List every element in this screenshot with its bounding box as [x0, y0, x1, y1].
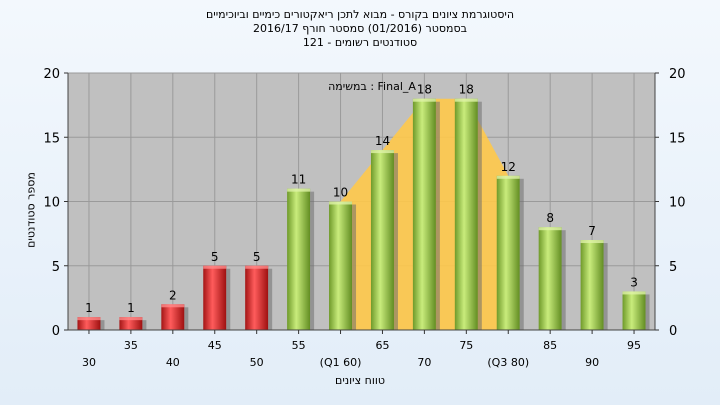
bar-shadow: [603, 243, 608, 330]
bar-top-highlight: [119, 317, 143, 321]
bar-shadow: [519, 178, 524, 330]
bar: [203, 265, 227, 330]
bar: [119, 317, 143, 330]
bar-value-label: 2: [169, 288, 177, 302]
bar-shadow: [435, 101, 440, 330]
bar-shadow: [226, 268, 231, 330]
bar: [496, 175, 520, 330]
y-tick-label-right: 0: [669, 324, 677, 339]
bar-shadow: [561, 230, 566, 330]
bar-shadow: [142, 320, 147, 330]
y-axis-right: 0 5 10 15 20: [655, 67, 686, 339]
y-axis-left: 0 5 10 15 20: [43, 67, 68, 339]
bar-top-highlight: [203, 265, 227, 269]
bar-value-label: 5: [211, 250, 219, 264]
bar-value-label: 18: [417, 83, 432, 97]
x-tick-label: 65: [375, 339, 389, 352]
y-axis-title: מספר סטודנטים: [24, 172, 38, 248]
bar-shadow: [352, 204, 357, 330]
bar-top-highlight: [161, 304, 185, 308]
x-tick-label: 55: [292, 339, 306, 352]
bar-top-highlight: [580, 240, 604, 244]
x-tick-label: 95: [627, 339, 641, 352]
bar-top-highlight: [622, 291, 646, 295]
bar: [622, 291, 646, 330]
bar: [329, 201, 353, 330]
bar-value-label: 5: [253, 250, 261, 264]
bar-value-label: 18: [459, 83, 474, 97]
bar-top-highlight: [329, 201, 353, 205]
y-tick-label-left: 0: [52, 324, 60, 339]
bar: [245, 265, 269, 330]
bar-value-label: 1: [127, 301, 135, 315]
bar: [580, 240, 604, 330]
bar-top-highlight: [412, 98, 436, 102]
bar: [412, 98, 436, 330]
x-tick-label: 40: [166, 356, 180, 369]
x-axis-title: טווח ציונים: [335, 374, 385, 387]
bar-value-label: 11: [291, 173, 306, 187]
bar-value-label: 10: [333, 186, 348, 200]
bar: [454, 98, 478, 330]
x-tick-label: 70: [417, 356, 431, 369]
bar: [538, 227, 562, 330]
bar-value-label: 3: [630, 275, 638, 289]
y-tick-label-right: 20: [669, 67, 686, 82]
y-tick-label-left: 15: [43, 131, 60, 146]
y-tick-label-right: 5: [669, 260, 677, 275]
bar-value-label: 14: [375, 134, 390, 148]
y-tick-label-right: 15: [669, 131, 686, 146]
bar-top-highlight: [287, 188, 311, 192]
bar-value-label: 1: [85, 301, 93, 315]
x-tick-label: 45: [208, 339, 222, 352]
bar-top-highlight: [496, 175, 520, 179]
bar-top-highlight: [77, 317, 101, 321]
y-tick-label-left: 20: [43, 67, 60, 82]
bar-shadow: [477, 101, 482, 330]
bar-value-label: 7: [588, 224, 596, 238]
bar-shadow: [393, 153, 398, 330]
bar-shadow: [268, 268, 273, 330]
chart-annotation: במשימה : Final_A: [328, 80, 416, 93]
bar-value-label: 8: [546, 211, 554, 225]
bar-top-highlight: [454, 98, 478, 102]
chart-subtitle-semester: בסמסטר (01/2016) סמסטר חורף 2016/17: [253, 22, 467, 35]
bar: [77, 317, 101, 330]
bar-shadow: [100, 320, 105, 330]
bar-shadow: [645, 294, 650, 330]
chart-title: היסטוגרמת ציונים בקורס - מבוא לתכן ריאקט…: [205, 8, 515, 21]
x-tick-label: 35: [124, 339, 138, 352]
bar-top-highlight: [245, 265, 269, 269]
x-tick-label: (Q3 80): [487, 356, 529, 369]
chart-title-block: היסטוגרמת ציונים בקורס - מבוא לתכן ריאקט…: [0, 8, 720, 50]
bars: [77, 98, 650, 330]
x-tick-label: (Q1 60): [320, 356, 362, 369]
bar: [370, 150, 394, 330]
bar-shadow: [310, 191, 315, 330]
x-tick-label: 90: [585, 356, 599, 369]
y-tick-label-left: 5: [52, 260, 60, 275]
x-tick-label: 75: [459, 339, 473, 352]
bar-value-label: 12: [501, 160, 516, 174]
bar: [161, 304, 185, 330]
y-tick-label-right: 10: [669, 196, 686, 211]
bar-top-highlight: [370, 150, 394, 154]
x-tick-label: 30: [82, 356, 96, 369]
bar: [287, 188, 311, 330]
bar-top-highlight: [538, 227, 562, 231]
x-tick-label: 50: [250, 356, 264, 369]
bar-shadow: [184, 307, 189, 330]
y-tick-label-left: 10: [43, 196, 60, 211]
x-tick-label: 85: [543, 339, 557, 352]
chart-subtitle-students: סטודנטים רשומים - 121: [302, 36, 418, 49]
